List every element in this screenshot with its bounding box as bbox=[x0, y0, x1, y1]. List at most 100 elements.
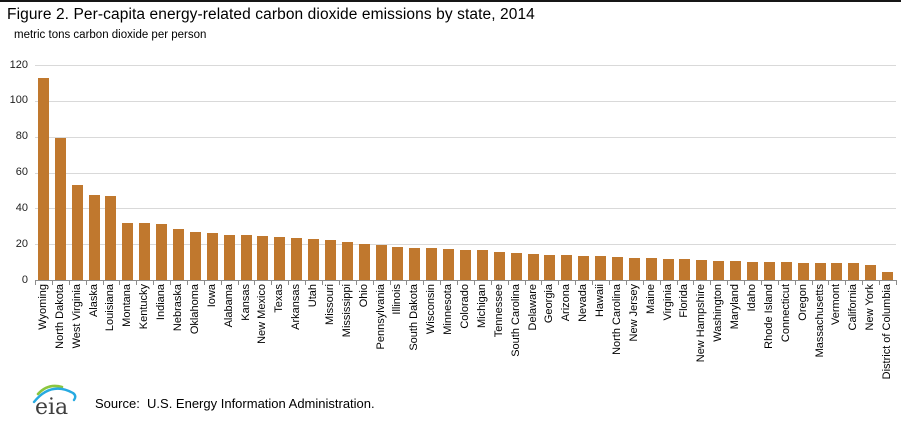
x-tick-label: Ohio bbox=[357, 284, 370, 308]
x-tick-mark bbox=[288, 281, 290, 285]
x-tick-label: Idaho bbox=[746, 284, 758, 312]
x-tick-mark bbox=[592, 281, 594, 285]
x-tick-label: Montana bbox=[121, 284, 134, 327]
x-tick-mark bbox=[322, 281, 323, 285]
x-tick-label: Mississippi bbox=[340, 284, 353, 338]
x-tick-label: Kentucky bbox=[138, 284, 151, 330]
eia-logo-arc-blue bbox=[32, 387, 77, 404]
x-tick-label: Tennessee bbox=[492, 284, 505, 338]
bar bbox=[865, 264, 877, 280]
x-tick-label: Oregon bbox=[796, 284, 809, 321]
x-tick-label: Minnesota bbox=[442, 284, 455, 335]
bar bbox=[274, 236, 286, 280]
x-tick-mark bbox=[254, 281, 256, 285]
bar bbox=[848, 263, 860, 280]
bar bbox=[105, 195, 117, 280]
x-tick-label: Rhode Island bbox=[762, 284, 775, 349]
x-tick-mark bbox=[440, 281, 442, 285]
x-tick-label: West Virginia bbox=[70, 284, 83, 349]
y-tick-label: 20 bbox=[15, 237, 28, 250]
y-gridline bbox=[35, 208, 896, 210]
x-tick-mark bbox=[170, 281, 172, 285]
bar bbox=[308, 239, 320, 280]
source-text: Source: U.S. Energy Information Administ… bbox=[95, 396, 375, 411]
x-tick-label: North Carolina bbox=[610, 284, 623, 355]
x-tick-mark bbox=[457, 281, 459, 285]
x-tick-mark bbox=[896, 281, 897, 285]
bar bbox=[679, 259, 691, 280]
x-tick-label: New York bbox=[864, 284, 877, 331]
x-tick-mark bbox=[811, 281, 813, 285]
y-tick-label: 80 bbox=[15, 130, 28, 143]
x-tick-mark bbox=[727, 281, 729, 285]
x-tick-mark bbox=[305, 281, 307, 285]
x-tick-label: New Hampshire bbox=[695, 284, 708, 363]
x-tick-mark bbox=[237, 281, 239, 285]
bar bbox=[730, 261, 742, 280]
x-tick-mark bbox=[119, 281, 121, 285]
bar bbox=[37, 78, 49, 280]
x-tick-label: North Dakota bbox=[53, 284, 66, 349]
bar bbox=[780, 262, 792, 280]
bar bbox=[763, 261, 775, 280]
x-tick-label: Nebraska bbox=[172, 284, 184, 332]
x-tick-label: Delaware bbox=[526, 284, 539, 331]
x-tick-mark bbox=[355, 281, 357, 285]
eia-logo-arc-green bbox=[36, 384, 64, 396]
bar bbox=[173, 229, 184, 280]
x-tick-mark bbox=[406, 281, 408, 285]
bar bbox=[189, 231, 201, 280]
bar bbox=[476, 250, 488, 280]
x-tick-mark bbox=[625, 281, 627, 285]
bar bbox=[392, 246, 404, 280]
x-tick-mark bbox=[879, 281, 881, 285]
x-tick-label: Hawaii bbox=[594, 284, 607, 318]
x-tick-label: Arkansas bbox=[290, 284, 303, 330]
x-tick-mark bbox=[51, 281, 53, 285]
bar bbox=[341, 241, 353, 280]
y-gridline bbox=[35, 172, 896, 174]
top-border bbox=[0, 0, 901, 2]
bar bbox=[223, 234, 235, 280]
x-tick-label: Indiana bbox=[155, 284, 168, 321]
x-tick-label: Alabama bbox=[222, 284, 235, 328]
x-tick-label: Illinois bbox=[391, 284, 404, 315]
x-tick-mark bbox=[102, 281, 104, 285]
x-tick-label: New Mexico bbox=[256, 284, 269, 344]
x-tick-label: Vermont bbox=[830, 284, 843, 325]
x-tick-mark bbox=[794, 281, 796, 285]
bar bbox=[71, 184, 83, 280]
bar bbox=[611, 256, 623, 280]
x-tick-mark bbox=[186, 281, 188, 285]
x-axis-line bbox=[35, 280, 897, 281]
x-tick-label: Utah bbox=[307, 284, 320, 308]
bar bbox=[628, 257, 640, 280]
x-tick-label: Arizona bbox=[560, 284, 573, 322]
x-tick-label: Florida bbox=[678, 284, 691, 318]
x-tick-mark bbox=[389, 281, 391, 285]
figure-title: Figure 2. Per-capita energy-related carb… bbox=[7, 6, 535, 23]
x-tick-mark bbox=[828, 281, 830, 285]
x-tick-label: Pennsylvania bbox=[374, 284, 387, 350]
x-tick-mark bbox=[777, 281, 779, 285]
bar bbox=[206, 232, 218, 280]
x-tick-label: Alaska bbox=[87, 284, 100, 318]
x-tick-label: Michigan bbox=[475, 284, 488, 329]
x-tick-label: South Dakota bbox=[408, 284, 421, 351]
x-tick-mark bbox=[153, 281, 155, 285]
x-tick-label: Missouri bbox=[323, 284, 336, 325]
x-tick-mark bbox=[136, 281, 138, 285]
bar bbox=[358, 243, 370, 280]
x-tick-label: Texas bbox=[273, 284, 286, 313]
x-tick-mark bbox=[710, 281, 712, 285]
x-tick-label: Iowa bbox=[205, 284, 218, 308]
bar bbox=[257, 236, 269, 280]
x-tick-label: Louisiana bbox=[104, 284, 117, 332]
bar bbox=[493, 251, 505, 280]
x-tick-mark bbox=[862, 281, 864, 285]
x-tick-label: Wisconsin bbox=[425, 284, 438, 335]
x-tick-label: Georgia bbox=[543, 284, 556, 324]
bar bbox=[831, 263, 843, 280]
bar bbox=[797, 262, 809, 280]
bar bbox=[645, 257, 657, 280]
